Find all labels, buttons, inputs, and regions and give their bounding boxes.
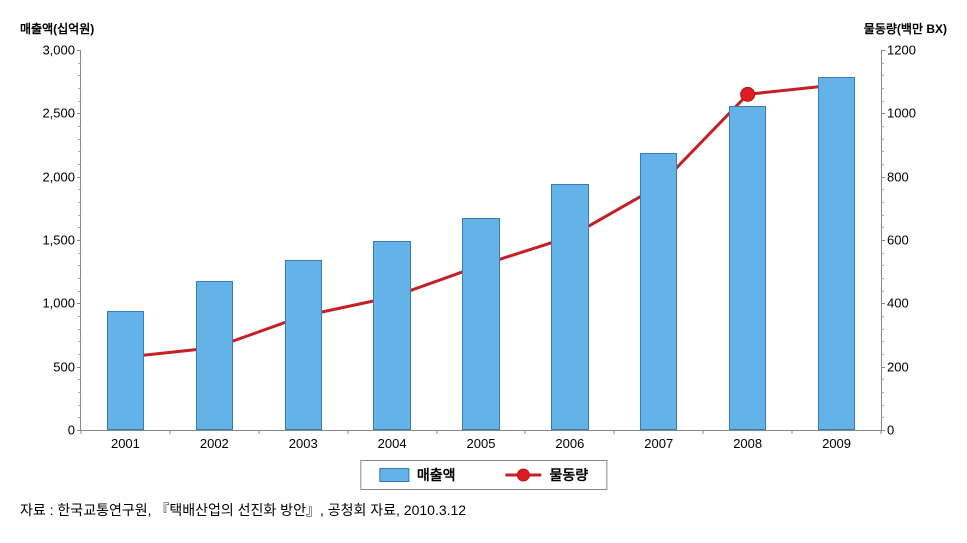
y-left-tick-label: 1,000 <box>42 296 81 311</box>
y-right-tick-label: 200 <box>881 359 909 374</box>
x-tick-label: 2005 <box>467 430 496 451</box>
left-axis-title: 매출액(십억원) <box>20 20 94 37</box>
x-tick-label: 2002 <box>200 430 229 451</box>
x-tick-label: 2001 <box>111 430 140 451</box>
y-right-tick-label: 800 <box>881 169 909 184</box>
y-left-tick-label: 2,000 <box>42 169 81 184</box>
bar <box>729 106 766 430</box>
legend-bar-label: 매출액 <box>417 465 456 485</box>
bar <box>818 77 855 430</box>
bar <box>107 311 144 430</box>
y-left-tick-label: 1,500 <box>42 233 81 248</box>
x-tick-label: 2003 <box>289 430 318 451</box>
bar <box>285 260 322 430</box>
legend-line-label: 물동량 <box>550 465 589 485</box>
legend-bar-swatch <box>379 468 409 482</box>
line-marker <box>741 87 755 101</box>
y-left-tick-label: 3,000 <box>42 43 81 58</box>
y-right-tick-label: 1200 <box>881 43 916 58</box>
bar <box>373 241 410 430</box>
y-right-tick-label: 400 <box>881 296 909 311</box>
x-tick-label: 2004 <box>378 430 407 451</box>
legend-item-line: 물동량 <box>506 465 589 485</box>
bar <box>462 218 499 430</box>
x-tick-label: 2008 <box>733 430 762 451</box>
x-tick-label: 2009 <box>822 430 851 451</box>
y-right-tick-label: 1000 <box>881 106 916 121</box>
legend-item-bar: 매출액 <box>379 465 456 485</box>
plot-area: 05001,0001,5002,0002,5003,00002004006008… <box>80 50 882 431</box>
y-left-tick-label: 2,500 <box>42 106 81 121</box>
y-right-tick-label: 600 <box>881 233 909 248</box>
right-axis-title: 물동량(백만 BX) <box>864 20 947 37</box>
bar <box>196 281 233 430</box>
bar <box>551 184 588 430</box>
legend-line-swatch <box>506 468 542 482</box>
chart-container: 매출액(십억원) 물동량(백만 BX) 05001,0001,5002,0002… <box>20 20 947 523</box>
source-note: 자료 : 한국교통연구원, 『택배산업의 선진화 방안』, 공청회 자료, 20… <box>20 500 466 520</box>
x-tick-label: 2006 <box>555 430 584 451</box>
x-tick-label: 2007 <box>644 430 673 451</box>
legend: 매출액 물동량 <box>360 460 607 490</box>
bar <box>640 153 677 430</box>
